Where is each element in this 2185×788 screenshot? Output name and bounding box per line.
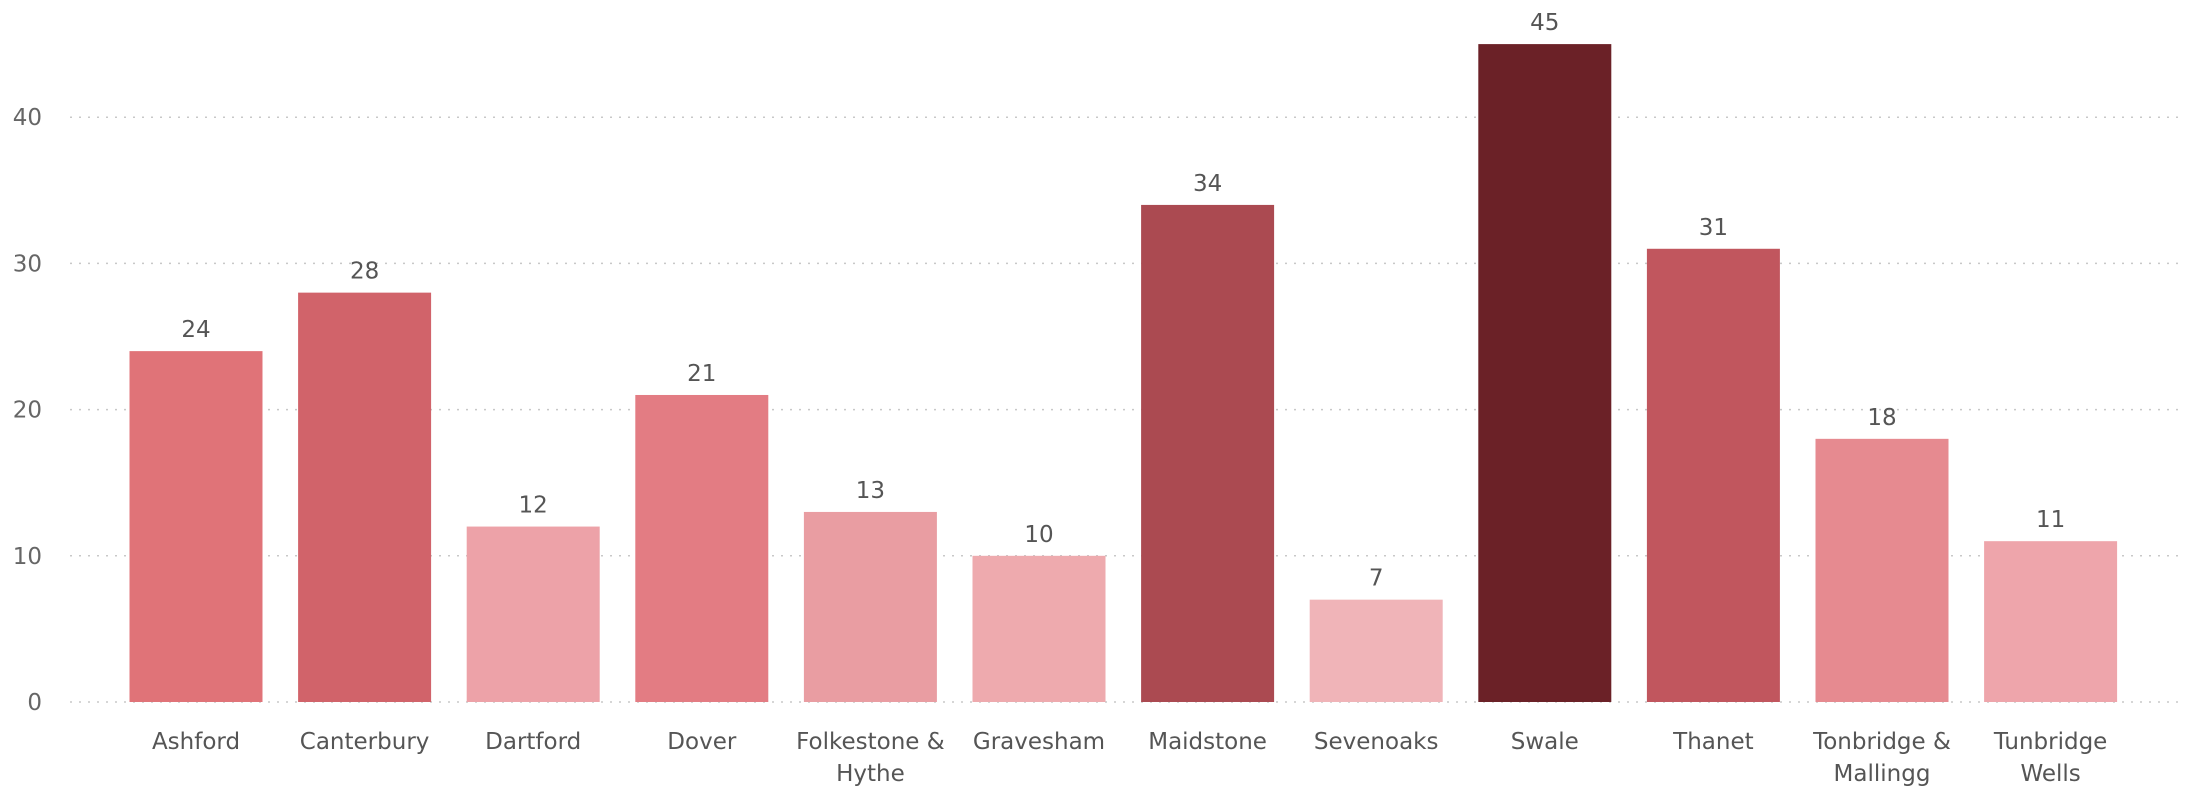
- bar-tunbridge-wells[interactable]: [1984, 541, 2118, 702]
- y-tick-label: 10: [13, 544, 42, 570]
- x-category-label: Sevenoaks: [1314, 729, 1439, 755]
- bar-maidstone[interactable]: [1141, 204, 1275, 703]
- x-category-label: Dover: [667, 729, 737, 755]
- x-category-label: Swale: [1511, 729, 1579, 755]
- data-label: 10: [1024, 522, 1053, 548]
- bar-dartford[interactable]: [466, 526, 600, 702]
- y-tick-label: 30: [13, 251, 42, 277]
- bar-dover[interactable]: [635, 394, 769, 702]
- data-label: 11: [2036, 507, 2065, 533]
- y-tick-label: 20: [13, 398, 42, 424]
- x-axis: Ashford Canterbury Dartford Dover Folkestone…: [152, 729, 2107, 787]
- bar-thanet[interactable]: [1646, 248, 1780, 702]
- bar-folkestone-hythe[interactable]: [803, 511, 937, 702]
- x-category-label: Folkestone & Hythe: [796, 729, 945, 787]
- y-tick-label: 40: [13, 105, 42, 131]
- bar-swale[interactable]: [1478, 44, 1612, 703]
- data-label: 12: [519, 493, 548, 519]
- data-label: 31: [1699, 215, 1728, 241]
- x-category-label: Gravesham: [973, 729, 1105, 755]
- x-category-label: Ashford: [152, 729, 240, 755]
- x-category-label: Canterbury: [300, 729, 430, 755]
- data-label: 18: [1867, 405, 1896, 431]
- x-category-label: Tunbridge Wells: [1993, 729, 2108, 787]
- bar-sevenoaks[interactable]: [1309, 599, 1443, 702]
- bar-ashford[interactable]: [129, 351, 263, 702]
- x-category-label: Dartford: [485, 729, 581, 755]
- data-label: 13: [856, 478, 885, 504]
- x-category-label: Tonbridge & Mallingg: [1812, 729, 1951, 787]
- data-label: 34: [1193, 171, 1222, 197]
- bar-gravesham[interactable]: [972, 555, 1106, 702]
- bar-tonbridge-mallingg[interactable]: [1815, 438, 1949, 702]
- y-tick-label: 0: [27, 690, 42, 716]
- y-axis: 0 10 20 30 40: [13, 105, 42, 716]
- data-label: 45: [1530, 10, 1559, 36]
- data-label: 24: [181, 317, 210, 343]
- data-label: 21: [687, 361, 716, 387]
- x-category-label: Maidstone: [1148, 729, 1267, 755]
- bar-canterbury[interactable]: [298, 292, 432, 702]
- data-label: 28: [350, 259, 379, 285]
- bars: [129, 44, 2118, 703]
- data-labels: 24 28 12 21 13 10 34 7 45 31 18 11: [181, 10, 2065, 592]
- data-label: 7: [1369, 566, 1384, 592]
- x-category-label: Thanet: [1672, 729, 1753, 755]
